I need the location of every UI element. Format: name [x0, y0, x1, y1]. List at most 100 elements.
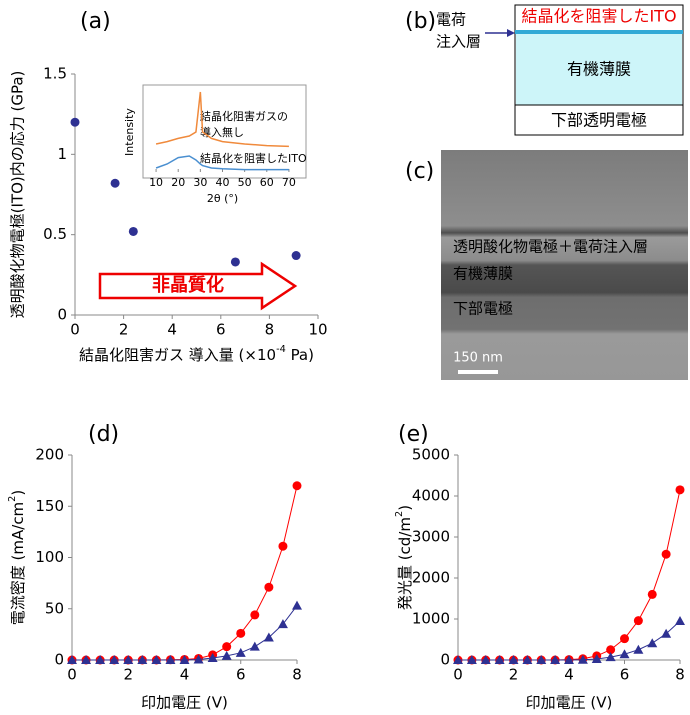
y-axis-label-part: 電流密度 (mA/cm: [9, 502, 27, 625]
marker: [278, 541, 288, 551]
layer-label: 有機薄膜: [567, 60, 631, 79]
marker: [222, 642, 232, 652]
marker: [123, 655, 134, 664]
x-tick-label: 6: [236, 666, 246, 684]
x-tick-label: 4: [167, 321, 177, 339]
panel-label: (a): [80, 9, 111, 34]
side-label: 注入層: [436, 33, 481, 51]
marker: [647, 638, 658, 648]
y-axis-label-part: ): [396, 505, 414, 511]
marker: [564, 655, 574, 664]
marker: [249, 641, 260, 651]
image-label: 有機薄膜: [453, 265, 513, 283]
marker: [480, 655, 491, 664]
marker: [67, 655, 77, 664]
x-tick-label: 30: [193, 176, 207, 189]
marker: [661, 549, 671, 559]
marker: [179, 655, 190, 664]
y-tick-label: 0.5: [43, 225, 67, 243]
annotation: 非晶質化: [152, 274, 224, 296]
marker: [264, 582, 274, 592]
image-label: 透明酸化物電極＋電荷注入層: [453, 238, 648, 256]
marker: [633, 644, 644, 654]
scale-bar-label: 150 nm: [453, 351, 503, 366]
pointer-arrow-head: [507, 29, 515, 37]
inset-annotation: 導入無し: [200, 125, 244, 139]
image-label: 下部電極: [453, 300, 513, 318]
x-axis-label-sup: -4: [276, 344, 286, 355]
series-line: [458, 620, 681, 661]
marker: [292, 600, 302, 610]
y-tick-label: 0: [57, 306, 67, 324]
x-axis-label: 印加電圧 (V): [141, 694, 228, 712]
y-axis-label-sup: 2: [7, 496, 18, 502]
y-tick-label: 3000: [412, 528, 450, 546]
y-tick-label: 100: [35, 548, 64, 566]
marker: [647, 589, 657, 599]
y-axis-label: 発光量 (cd/m2): [394, 505, 414, 610]
y-tick-label: 2000: [412, 569, 450, 587]
y-axis-label: 電流密度 (mA/cm2): [7, 490, 27, 625]
x-axis-label: 結晶化阻害ガス 導入量 (×10-4 Pa): [79, 344, 314, 364]
y-tick-label: 1: [57, 145, 67, 163]
marker: [536, 655, 547, 664]
inset-annotation: 結晶化阻害ガスの: [200, 109, 288, 123]
marker: [110, 178, 120, 188]
marker: [277, 619, 288, 629]
layer-organic: [516, 34, 682, 105]
x-tick-label: 2: [123, 666, 133, 684]
y-tick-label: 4000: [412, 487, 450, 505]
x-axis-label-part: 結晶化阻害ガス 導入量 (×10: [79, 346, 276, 364]
x-tick-label: 4: [180, 666, 190, 684]
marker: [292, 481, 302, 491]
marker: [263, 632, 274, 642]
marker: [675, 616, 685, 626]
marker: [606, 645, 616, 655]
marker: [250, 610, 260, 620]
series-line: [155, 155, 289, 171]
x-axis-label: 2θ (°): [207, 192, 238, 205]
x-tick-label: 4: [564, 666, 574, 684]
marker: [236, 628, 246, 638]
x-tick-label: 0: [453, 666, 463, 684]
marker: [620, 634, 629, 644]
x-tick-label: 0: [70, 321, 80, 339]
y-tick-label: 150: [35, 497, 64, 515]
panel-label: (e): [398, 422, 429, 447]
marker: [95, 655, 106, 664]
x-tick-label: 70: [282, 176, 296, 189]
series-line: [458, 489, 681, 661]
y-axis-label: 透明酸化物電極(ITO)内の応力 (GPa): [9, 71, 27, 319]
x-tick-label: 8: [675, 666, 685, 684]
layer-label: 下部透明電極: [551, 111, 647, 130]
panel-label: (c): [405, 159, 434, 184]
marker: [675, 485, 685, 495]
marker: [494, 655, 505, 664]
layer-label: 結晶化を阻害したITO: [521, 7, 676, 26]
marker: [81, 655, 92, 664]
marker: [165, 655, 176, 664]
inset-annotation: 結晶化を阻害したITO: [200, 151, 307, 165]
x-tick-label: 60: [260, 176, 274, 189]
marker: [577, 654, 588, 664]
marker: [235, 647, 246, 657]
series-line: [72, 485, 298, 661]
marker: [109, 655, 120, 664]
marker: [633, 616, 643, 626]
annotation-arrow: [98, 261, 298, 311]
side-label: 電荷: [436, 11, 466, 29]
series-line: [72, 605, 298, 661]
marker: [230, 257, 240, 267]
x-tick-label: 10: [149, 176, 163, 189]
marker: [550, 655, 561, 664]
x-axis-label: 印加電圧 (V): [526, 694, 613, 712]
x-axis-label-part: Pa): [286, 346, 314, 364]
x-tick-label: 40: [216, 176, 230, 189]
y-tick-label: 200: [35, 446, 64, 464]
x-tick-label: 50: [238, 176, 252, 189]
marker: [151, 655, 162, 664]
y-axis-label-part: 発光量 (cd/m: [396, 517, 414, 610]
x-tick-label: 2: [119, 321, 129, 339]
marker: [291, 251, 301, 261]
